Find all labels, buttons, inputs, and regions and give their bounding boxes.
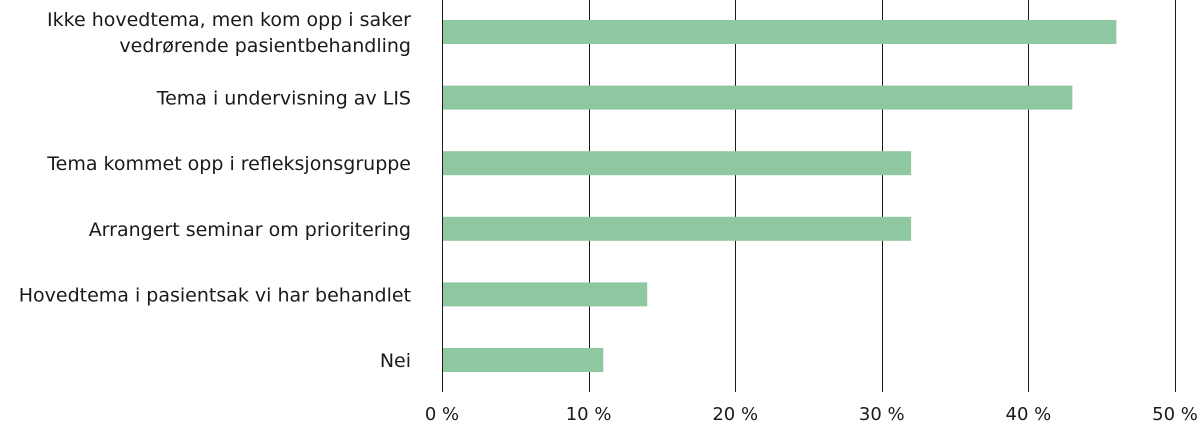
- category-label: Hovedtema i pasientsak vi har behandlet: [19, 284, 411, 306]
- bar: [443, 216, 912, 241]
- category-label: Ikke hovedtema, men kom opp i saker: [47, 9, 411, 31]
- x-tick-label: 10 %: [566, 404, 612, 425]
- bar: [443, 20, 1117, 44]
- bar: [443, 348, 604, 372]
- category-label: Arrangert seminar om prioritering: [89, 219, 411, 241]
- category-label: Tema kommet opp i refleksjonsgruppe: [46, 153, 411, 175]
- bar: [443, 85, 1073, 110]
- bar: [443, 282, 648, 307]
- x-tick-label: 40 %: [1006, 404, 1052, 425]
- x-tick-label: 20 %: [712, 404, 758, 425]
- category-label: vedrørende pasientbehandling: [119, 35, 411, 57]
- x-tick-label: 50 %: [1152, 404, 1198, 425]
- x-tick-label: 0 %: [425, 404, 459, 425]
- category-label: Tema i undervisning av LIS: [156, 88, 411, 110]
- gridlines: [442, 0, 1176, 392]
- category-label: Nei: [380, 350, 411, 372]
- bars: [443, 20, 1117, 372]
- category-labels: Ikke hovedtema, men kom opp i saker vedrø…: [19, 9, 411, 372]
- bar: [443, 151, 912, 176]
- x-tick-label: 30 %: [859, 404, 905, 425]
- x-tick-labels: 0 % 10 % 20 % 30 % 40 % 50 %: [425, 404, 1198, 425]
